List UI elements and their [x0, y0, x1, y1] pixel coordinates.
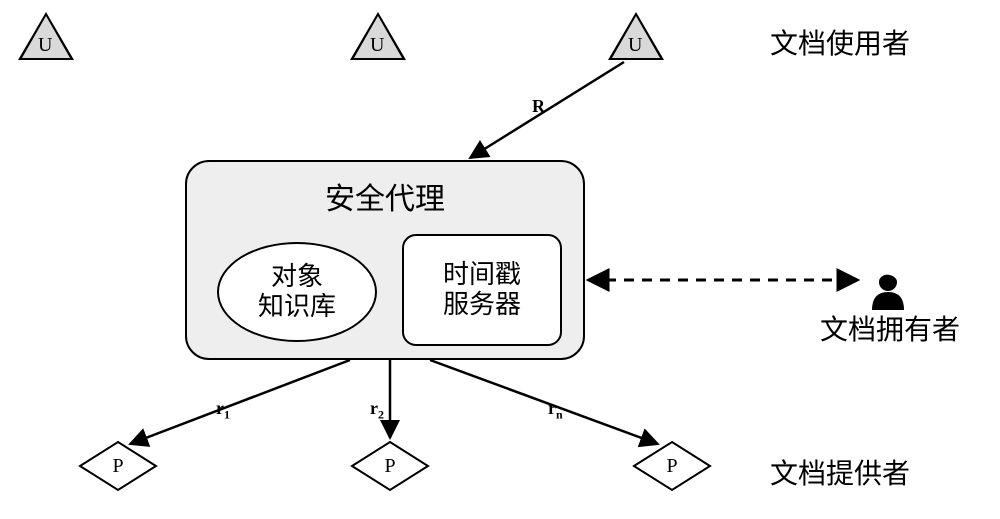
proxy-rect: 时间戳 服务器: [402, 234, 562, 346]
proxy-title: 安全代理: [187, 174, 583, 218]
provider-node-1: P: [350, 440, 430, 492]
user-node-2: U: [608, 12, 664, 60]
oval-line1: 对象: [271, 262, 323, 292]
proxy-oval: 对象 知识库: [217, 242, 377, 342]
user-node-label: U: [628, 34, 642, 57]
user-node-1: U: [350, 12, 406, 60]
owner-icon: [868, 270, 908, 310]
edge-label-R: R: [532, 96, 545, 117]
rect-line1: 时间戳: [443, 260, 521, 290]
provider-node-label: P: [78, 440, 158, 492]
rect-line2: 服务器: [443, 290, 521, 320]
role-label-user: 文档使用者: [770, 22, 910, 62]
provider-node-label: P: [632, 440, 712, 492]
provider-node-0: P: [78, 440, 158, 492]
provider-node-2: P: [632, 440, 712, 492]
edge-label-r1: r1: [216, 398, 230, 423]
user-node-label: U: [38, 34, 52, 57]
user-node-0: U: [18, 12, 74, 60]
provider-node-label: P: [350, 440, 430, 492]
edge-rn: [430, 360, 658, 444]
user-node-label: U: [370, 34, 384, 57]
role-label-provider: 文档提供者: [770, 452, 910, 492]
proxy-box: 安全代理 对象 知识库 时间戳 服务器: [185, 160, 585, 360]
oval-line2: 知识库: [258, 292, 336, 322]
edge-r1: [130, 360, 350, 444]
edge-label-rn: rn: [548, 398, 563, 423]
edge-R: [470, 62, 624, 158]
role-label-owner: 文档拥有者: [820, 308, 960, 348]
edge-label-r2: r2: [370, 398, 384, 423]
